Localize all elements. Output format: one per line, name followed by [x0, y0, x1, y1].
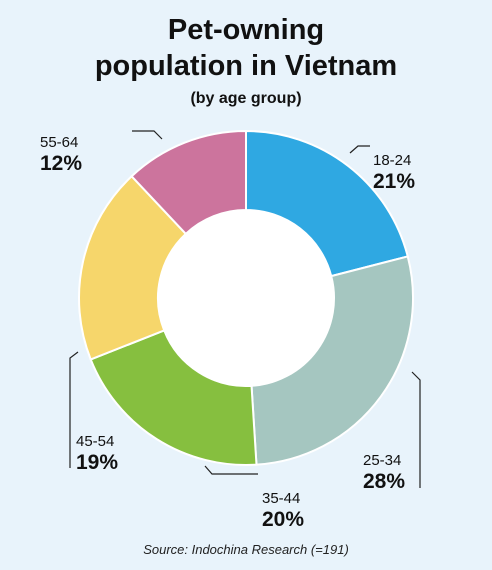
value-18-24: 21%	[373, 170, 416, 193]
leader-18-24	[349, 145, 370, 154]
leader-55-64	[132, 130, 163, 140]
label-18-24: 18-24	[373, 152, 412, 169]
leader-lines	[69, 130, 421, 488]
leader-45-54	[69, 351, 79, 468]
label-45-54: 45-54	[76, 433, 115, 450]
chart-title-line1: Pet-owning	[167, 14, 325, 46]
label-35-44: 35-44	[262, 490, 301, 507]
value-35-44: 20%	[262, 508, 305, 531]
source-note: Source: Indochina Research (=191)	[143, 542, 349, 557]
label-25-34: 25-34	[363, 452, 402, 469]
value-55-64: 12%	[40, 152, 83, 175]
donut-hole	[158, 210, 334, 386]
donut-slices	[78, 129, 414, 466]
leader-35-44	[204, 465, 258, 475]
leader-25-34	[411, 371, 421, 488]
value-45-54: 19%	[76, 451, 119, 474]
value-25-34: 28%	[363, 470, 406, 493]
chart-subtitle: (by age group)	[190, 90, 302, 107]
label-55-64: 55-64	[40, 134, 79, 151]
chart-title-line2: population in Vietnam	[94, 50, 398, 82]
